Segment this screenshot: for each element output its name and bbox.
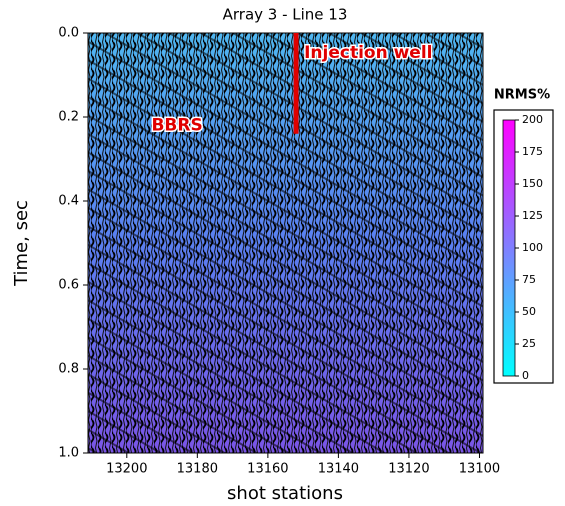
y-tick-label: 0.2 — [58, 110, 79, 125]
colorbar-tick-label: 0 — [522, 369, 529, 382]
chart-title: Array 3 - Line 13 — [223, 6, 348, 24]
colorbar-tick-label: 125 — [522, 209, 543, 222]
colorbar-tick-label: 50 — [522, 305, 536, 318]
colorbar-tick-label: 200 — [522, 113, 543, 126]
x-tick-label: 13100 — [459, 462, 500, 477]
y-axis-label: Time, sec — [11, 200, 32, 287]
plot-frame — [87, 32, 484, 454]
y-tick-label: 1.0 — [58, 446, 79, 461]
colorbar — [502, 119, 516, 377]
colorbar-tick-label: 100 — [522, 241, 543, 254]
x-tick-label: 13200 — [106, 462, 147, 477]
annotation: BBRS — [151, 115, 202, 135]
x-tick-label: 13140 — [318, 462, 359, 477]
y-tick-label: 0.6 — [58, 278, 79, 293]
colorbar-tick-label: 175 — [522, 145, 543, 158]
y-tick-label: 0.0 — [58, 26, 79, 41]
seismic-texture — [88, 33, 483, 453]
x-tick-label: 13120 — [388, 462, 429, 477]
colorbar-tick-label: 25 — [522, 337, 536, 350]
colorbar-tick-label: 75 — [522, 273, 536, 286]
x-tick-label: 13160 — [247, 462, 288, 477]
colorbar-tick-label: 150 — [522, 177, 543, 190]
x-tick-label: 13180 — [177, 462, 218, 477]
x-axis-label: shot stations — [227, 483, 343, 504]
y-tick-label: 0.4 — [58, 194, 79, 209]
colorbar-title: NRMS% — [494, 88, 550, 103]
y-tick-label: 0.8 — [58, 362, 79, 377]
annotation: Injection well — [304, 43, 432, 63]
